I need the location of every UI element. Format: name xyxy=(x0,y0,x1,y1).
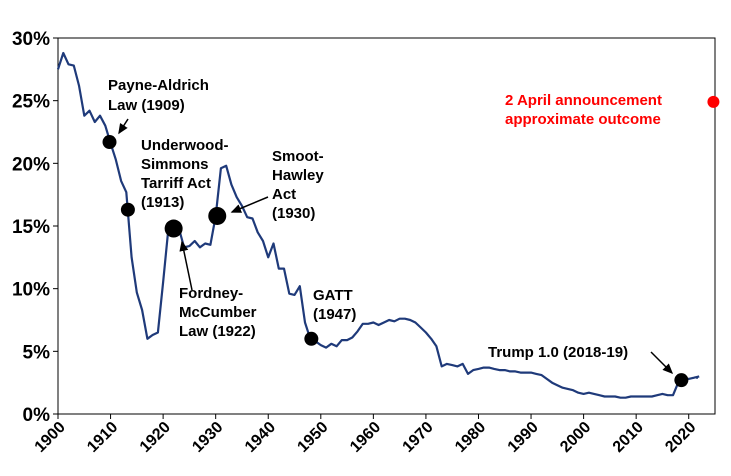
x-tick-label: 1930 xyxy=(189,419,226,456)
x-tick-label: 1910 xyxy=(84,419,121,456)
y-tick-label: 25% xyxy=(12,92,50,113)
highlight-point xyxy=(120,202,135,217)
x-tick-label: 1960 xyxy=(347,419,384,456)
annotation-trump: Trump 1.0 (2018-19) xyxy=(488,344,628,361)
annotation-smoot-hawley: Smoot- Hawley Act (1930) xyxy=(272,148,328,222)
x-tick-label: 1980 xyxy=(452,419,489,456)
y-tick-label: 20% xyxy=(12,154,50,175)
projected-point xyxy=(707,95,720,108)
y-tick-label: 10% xyxy=(12,280,50,301)
smoot-hawley-arrow xyxy=(230,196,269,213)
y-tick-label: 0% xyxy=(23,405,51,426)
x-tick-label: 1990 xyxy=(505,419,542,456)
y-tick-label: 15% xyxy=(12,217,50,238)
x-tick-label: 1920 xyxy=(137,419,174,456)
highlight-point xyxy=(304,331,319,346)
x-axis: 1900 1910 1920 1930 1940 1950 1960 1970 1980 1990… xyxy=(32,414,700,456)
payne-aldrich-arrow xyxy=(118,118,129,135)
y-tick-label: 5% xyxy=(23,342,51,363)
highlight-point xyxy=(102,135,117,150)
x-tick-label: 2010 xyxy=(610,419,647,456)
x-tick-label: 2000 xyxy=(557,419,594,456)
annotation-april-announcement: 2 April announcement approximate outcome xyxy=(505,92,666,128)
x-tick-label: 1970 xyxy=(400,419,437,456)
tariff-rate-line xyxy=(56,51,700,399)
annotation-underwood-simmons: Underwood- Simmons Tarriff Act (1913) xyxy=(141,137,233,211)
highlight-point xyxy=(164,219,183,238)
x-tick-label: 1940 xyxy=(242,419,279,456)
annotation-payne-aldrich: Payne-Aldrich Law (1909) xyxy=(108,77,213,114)
trump-arrow xyxy=(650,351,674,375)
fordney-mccumber-arrow xyxy=(179,240,193,291)
y-axis: 0% 5% 10% 15% 20% 25% 30% xyxy=(12,29,58,426)
x-tick-label: 2020 xyxy=(662,419,699,456)
annotation-fordney-mccumber: Fordney- McCumber Law (1922) xyxy=(179,285,261,340)
x-tick-label: 1950 xyxy=(294,419,331,456)
annotation-gatt: GATT (1947) xyxy=(313,287,357,323)
highlight-point xyxy=(208,206,227,225)
y-tick-label: 30% xyxy=(12,29,50,50)
highlight-points xyxy=(102,95,720,388)
highlight-point xyxy=(674,373,689,388)
